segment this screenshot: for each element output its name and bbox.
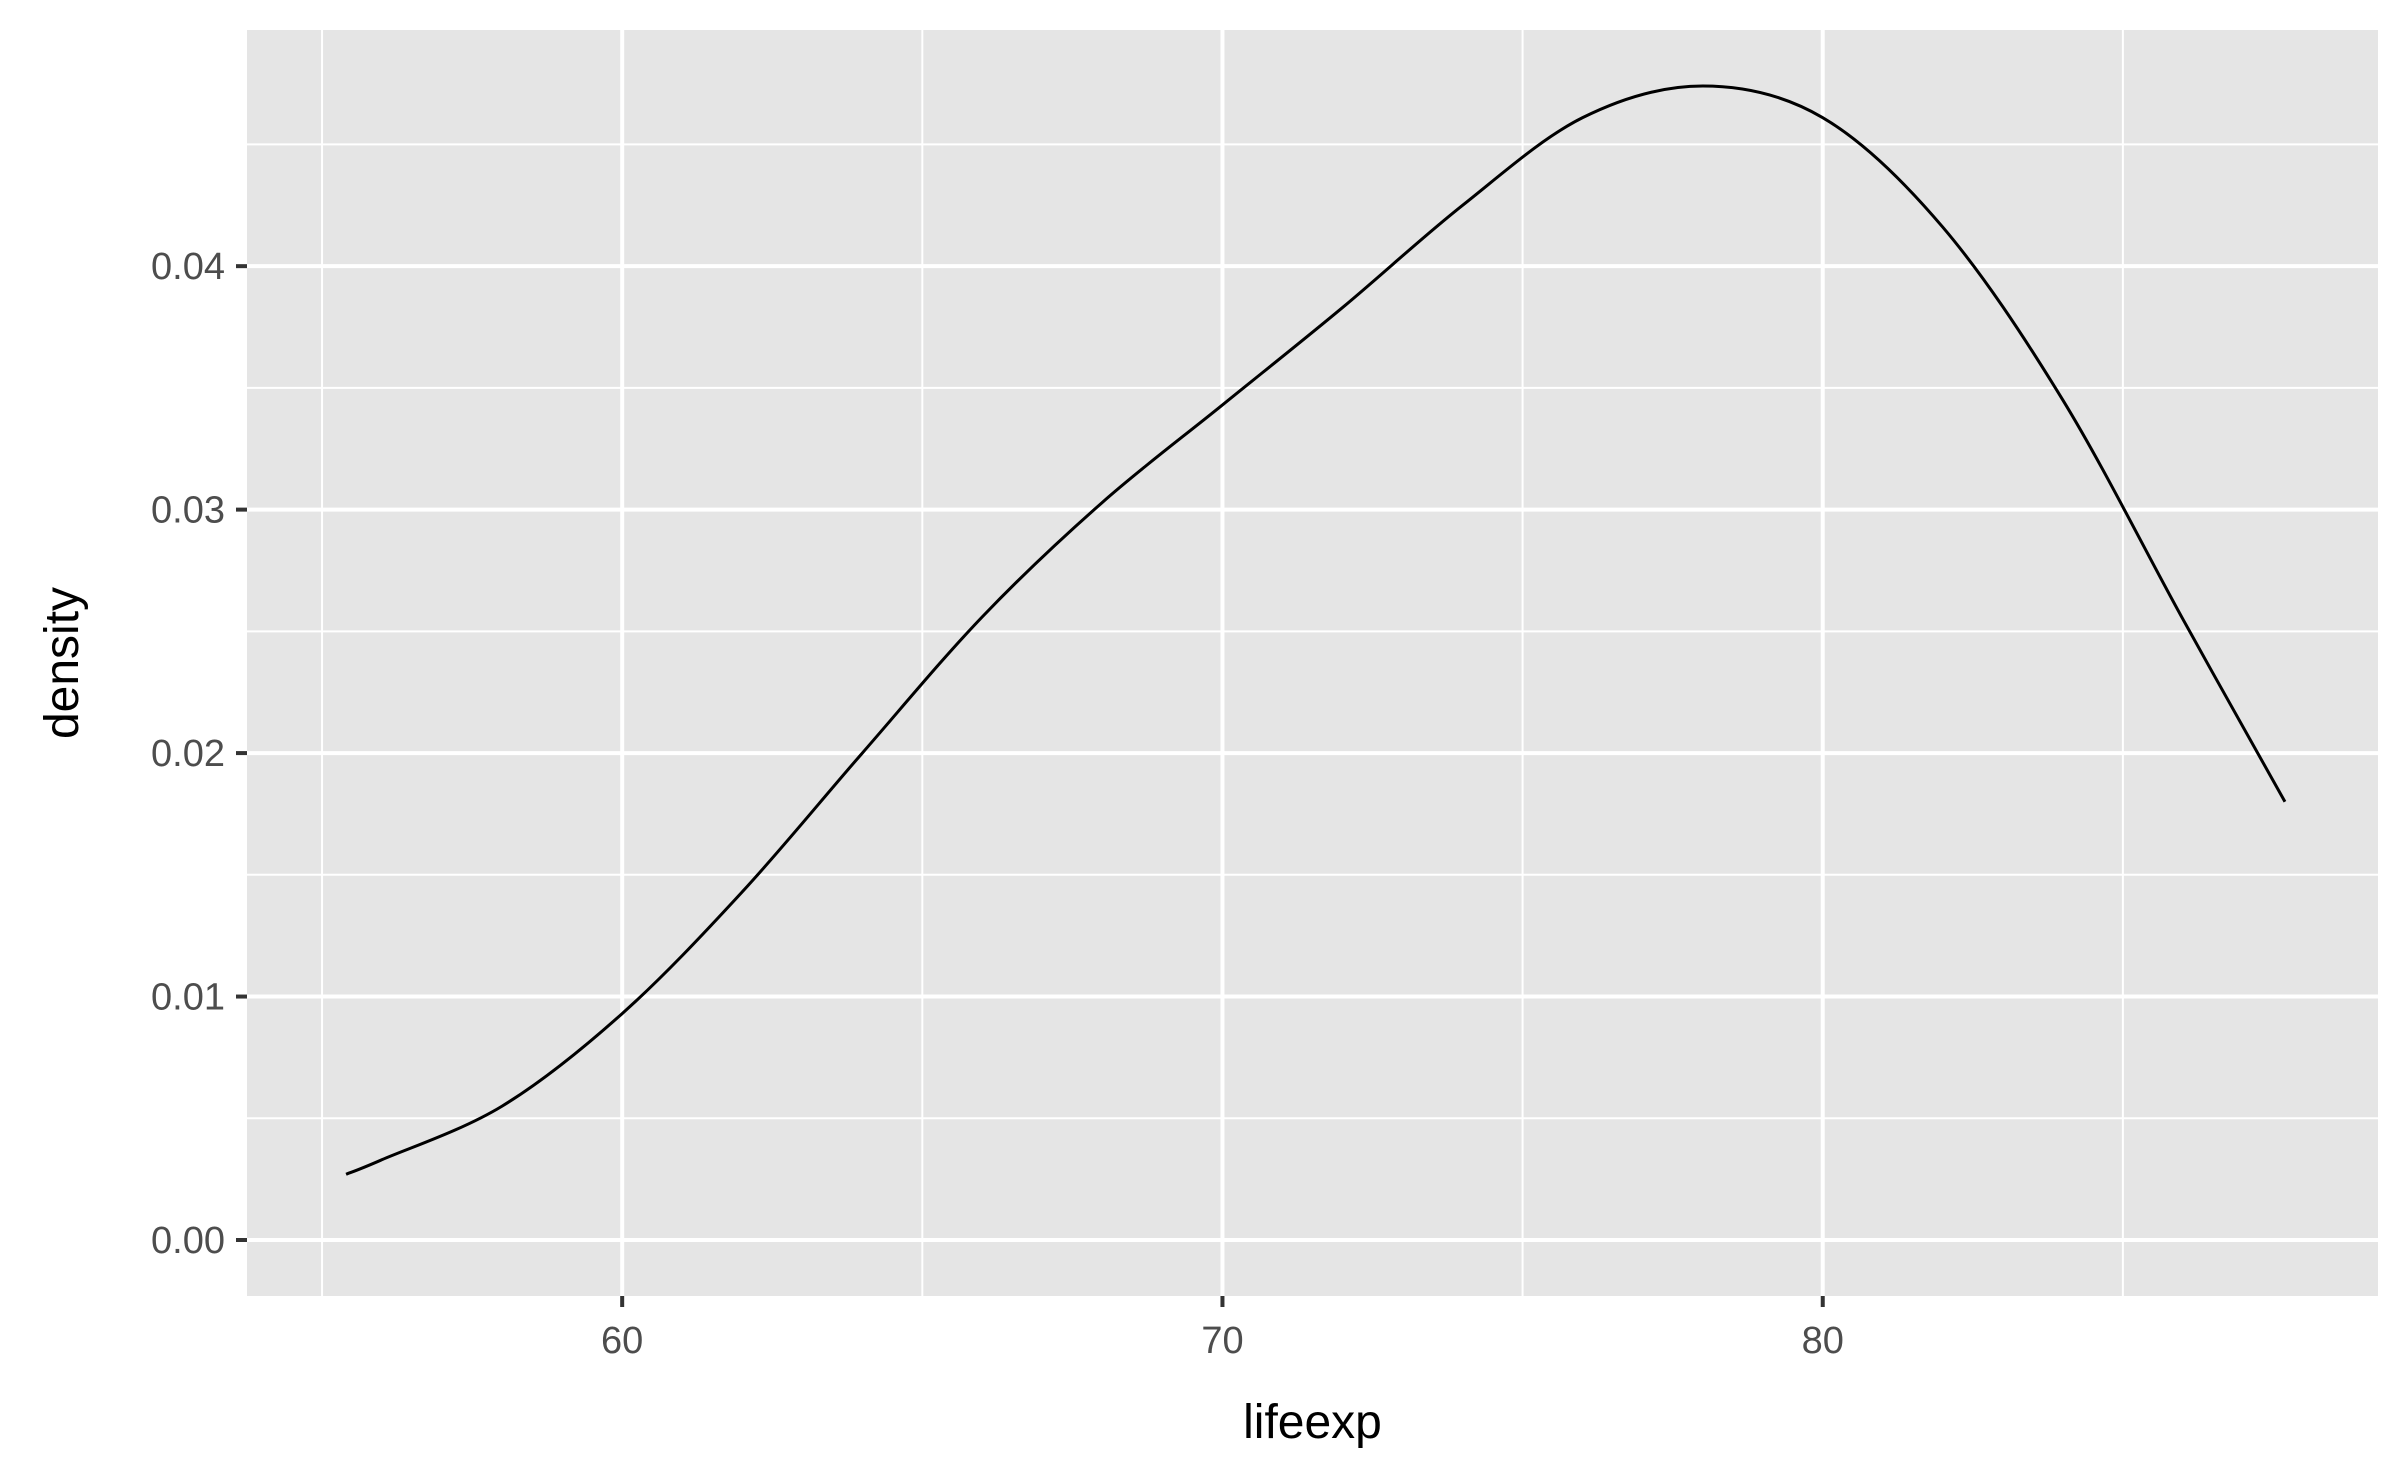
y-tick-label: 0.00: [151, 1220, 225, 1262]
y-tick-label: 0.02: [151, 733, 225, 775]
major-gridlines: [247, 30, 2378, 1296]
minor-gridlines: [247, 30, 2378, 1296]
x-tick-label: 60: [601, 1320, 643, 1362]
x-tick-label: 70: [1201, 1320, 1243, 1362]
y-tick-label: 0.04: [151, 246, 225, 288]
y-tick-label: 0.01: [151, 977, 225, 1019]
x-tick-label: 80: [1802, 1320, 1844, 1362]
y-tick-label: 0.03: [151, 490, 225, 532]
y-axis: 0.00 0.01 0.02 0.03 0.04: [151, 246, 247, 1262]
x-axis: 60 70 80: [601, 1296, 1844, 1362]
y-axis-title: density: [36, 587, 89, 739]
plot-panel: [247, 30, 2378, 1296]
x-axis-title: lifeexp: [1243, 1396, 1382, 1449]
density-curve: [345, 84, 2287, 1176]
